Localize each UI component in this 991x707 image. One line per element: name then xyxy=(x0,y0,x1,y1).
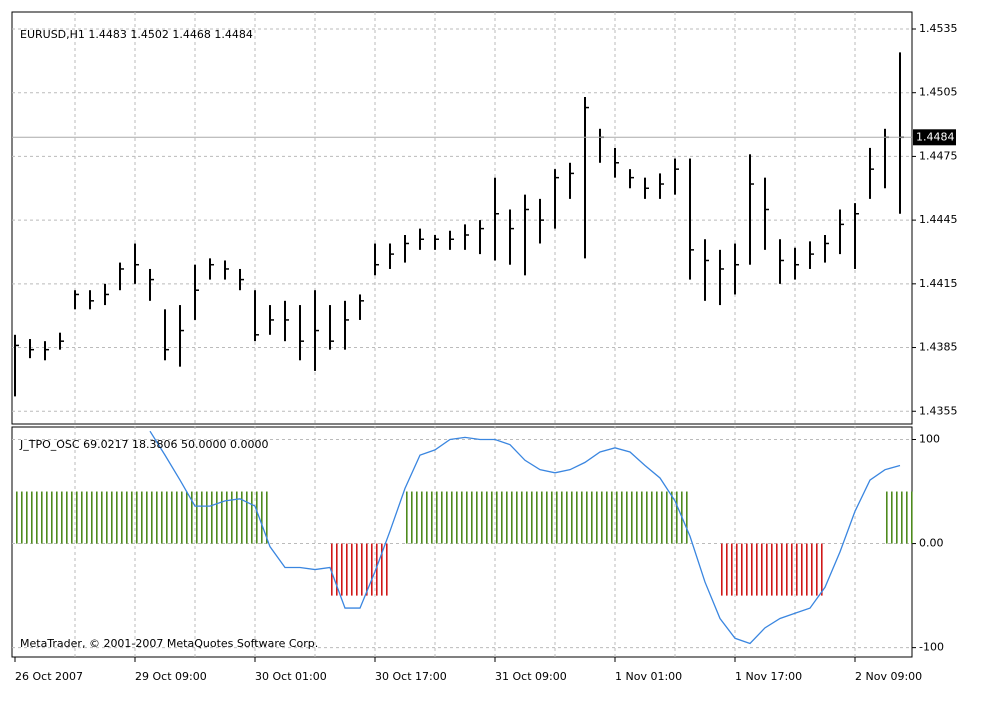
last-price-label: 1.4484 xyxy=(916,130,955,143)
histogram-bar xyxy=(585,491,600,544)
x-tick-label: 31 Oct 09:00 xyxy=(495,670,567,683)
y-tick-label: -100 xyxy=(919,641,944,654)
y-tick-label: 1.4415 xyxy=(919,277,958,290)
y-tick-label: 1.4535 xyxy=(919,22,958,35)
histogram-bar xyxy=(225,491,240,544)
histogram-bar xyxy=(750,543,765,596)
oscillator-line xyxy=(149,430,901,645)
histogram-bar xyxy=(765,543,780,596)
y-tick-label: 1.4445 xyxy=(919,213,958,226)
x-tick-label: 30 Oct 17:00 xyxy=(375,670,447,683)
histogram-bar xyxy=(660,491,675,544)
y-tick-label: 0.00 xyxy=(919,537,944,550)
histogram-bar xyxy=(720,543,735,596)
histogram-bar xyxy=(210,491,225,544)
histogram-bar xyxy=(360,543,375,596)
histogram-bar xyxy=(495,491,510,544)
histogram-bar xyxy=(480,491,495,544)
histogram-bar xyxy=(510,491,525,544)
footer: MetaTrader, © 2001-2007 MetaQuotes Softw… xyxy=(20,637,318,650)
histogram-bar xyxy=(60,491,75,544)
x-tick-label: 30 Oct 01:00 xyxy=(255,670,327,683)
histogram-bar xyxy=(45,491,60,544)
histogram-bar xyxy=(105,491,120,544)
histogram-bar xyxy=(75,491,90,544)
indicator-title: J_TPO_OSC 69.0217 18.3806 50.0000 0.0000 xyxy=(19,438,269,451)
histogram-bar xyxy=(600,491,615,544)
x-tick-label: 1 Nov 17:00 xyxy=(735,670,802,683)
y-tick-label: 100 xyxy=(919,432,940,445)
histogram-bar xyxy=(15,491,30,544)
histogram-bar xyxy=(30,491,45,544)
histogram-bar xyxy=(795,543,810,596)
x-tick-label: 29 Oct 09:00 xyxy=(135,670,207,683)
histogram-bar xyxy=(570,491,585,544)
histogram-bar xyxy=(195,491,210,544)
histogram-bar xyxy=(150,491,165,544)
x-tick-label: 1 Nov 01:00 xyxy=(615,670,682,683)
histogram-bar xyxy=(555,491,570,544)
histogram-bar xyxy=(90,491,105,544)
chart-title: EURUSD,H1 1.4483 1.4502 1.4468 1.4484 xyxy=(20,28,253,41)
histogram-bar xyxy=(645,491,660,544)
histogram-bar xyxy=(180,491,195,544)
histogram-bar xyxy=(435,491,450,544)
histogram-bar xyxy=(420,491,435,544)
x-tick-label: 2 Nov 09:00 xyxy=(855,670,922,683)
histogram-bar xyxy=(405,491,420,544)
y-tick-label: 1.4505 xyxy=(919,86,958,99)
y-tick-label: 1.4355 xyxy=(919,404,958,417)
histogram-bar xyxy=(615,491,630,544)
histogram-bar xyxy=(540,491,555,544)
histogram-bar xyxy=(810,543,825,596)
histogram-bar xyxy=(135,491,150,544)
last-price-box xyxy=(913,129,956,146)
y-tick-label: 1.4385 xyxy=(919,341,958,354)
histogram-bar xyxy=(375,543,390,596)
histogram-bar xyxy=(345,543,360,596)
y-tick-label: 1.4475 xyxy=(919,149,958,162)
price-pane xyxy=(11,11,913,425)
histogram-bar xyxy=(630,491,645,544)
histogram-bar xyxy=(735,543,750,596)
histogram-bar xyxy=(450,491,465,544)
histogram-bar xyxy=(885,491,900,544)
x-tick-label: 26 Oct 2007 xyxy=(15,670,83,683)
histogram-bar xyxy=(900,491,915,544)
histogram-bar xyxy=(780,543,795,596)
histogram-bar xyxy=(165,491,180,544)
histogram-bar xyxy=(120,491,135,544)
histogram-bar xyxy=(255,491,270,544)
histogram-bar xyxy=(330,543,345,596)
histogram-bar xyxy=(465,491,480,544)
histogram-bar xyxy=(525,491,540,544)
